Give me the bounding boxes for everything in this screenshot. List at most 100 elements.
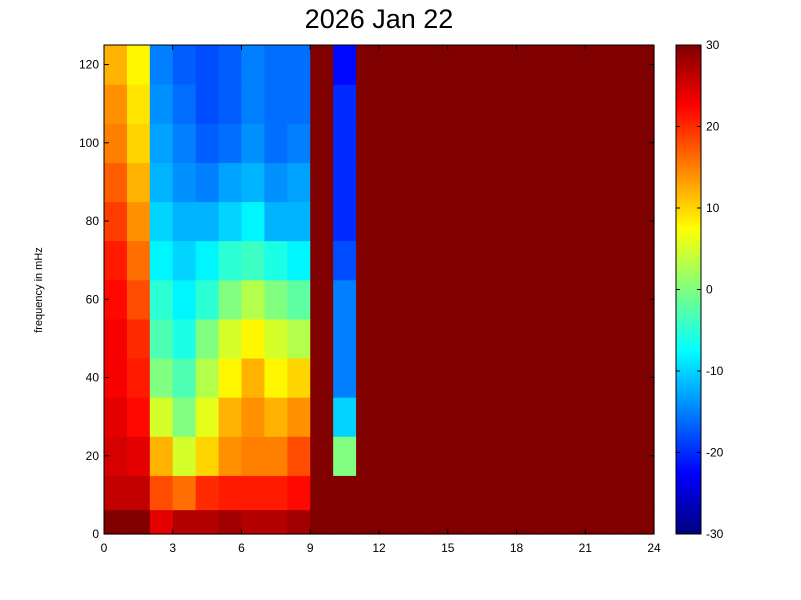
- heatmap-cell: [401, 357, 426, 398]
- heatmap-cell: [539, 162, 563, 203]
- heatmap-cell: [126, 240, 151, 281]
- heatmap-cell: [218, 201, 243, 242]
- heatmap-cell: [447, 357, 472, 398]
- heatmap-cell: [631, 201, 655, 242]
- heatmap-cell: [539, 357, 563, 398]
- heatmap-cell: [126, 357, 151, 398]
- heatmap-cell: [585, 397, 609, 437]
- heatmap-cell: [195, 45, 220, 85]
- heatmap-cell: [562, 279, 586, 320]
- heatmap-cell: [149, 436, 174, 476]
- colorbar-tick-label: 10: [706, 201, 720, 215]
- heatmap-cell: [149, 357, 174, 398]
- heatmap-cell: [264, 240, 288, 281]
- heatmap-cell: [195, 397, 220, 437]
- heatmap-cell: [516, 240, 541, 281]
- heatmap-cell: [379, 201, 403, 242]
- heatmap-cell: [401, 475, 426, 511]
- heatmap-cell: [516, 84, 541, 124]
- heatmap-cell: [562, 397, 586, 437]
- heatmap-cell: [470, 279, 495, 320]
- heatmap-cell: [172, 279, 197, 320]
- heatmap-cell: [195, 84, 220, 124]
- heatmap-cell: [424, 357, 449, 398]
- heatmap-cell: [149, 397, 174, 437]
- heatmap-cell: [470, 357, 495, 398]
- heatmap-cell: [310, 475, 334, 511]
- heatmap-cell: [562, 240, 586, 281]
- heatmap-cell: [264, 123, 288, 163]
- heatmap-cell: [218, 162, 243, 203]
- heatmap-cell: [585, 201, 609, 242]
- y-tick-label: 40: [86, 371, 100, 385]
- heatmap-cell: [310, 397, 334, 437]
- heatmap-cell: [264, 397, 288, 437]
- heatmap-cell: [104, 201, 128, 242]
- heatmap-cell: [195, 357, 220, 398]
- heatmap-cell: [470, 45, 495, 85]
- heatmap-cell: [608, 45, 632, 85]
- heatmap-cell: [585, 84, 609, 124]
- heatmap-cell: [264, 475, 288, 511]
- heatmap-cell: [241, 318, 266, 359]
- heatmap-cell: [470, 201, 495, 242]
- heatmap-cell: [631, 318, 655, 359]
- heatmap-cell: [631, 397, 655, 437]
- heatmap-cell: [470, 318, 495, 359]
- heatmap-cell: [470, 509, 495, 535]
- heatmap-cell: [424, 201, 449, 242]
- heatmap-cell: [104, 162, 128, 203]
- heatmap-cell: [470, 436, 495, 476]
- heatmap-cell: [241, 84, 266, 124]
- heatmap-cell: [195, 240, 220, 281]
- heatmap-cell: [241, 357, 266, 398]
- heatmap-cell: [287, 357, 311, 398]
- heatmap-cell: [401, 45, 426, 85]
- heatmap-cell: [493, 397, 518, 437]
- heatmap-cell: [379, 123, 403, 163]
- heatmap-cell: [356, 475, 380, 511]
- heatmap-cell: [424, 45, 449, 85]
- heatmap-cell: [172, 436, 197, 476]
- heatmap-cell: [126, 45, 151, 85]
- heatmap-cell: [264, 357, 288, 398]
- heatmap-cell: [104, 397, 128, 437]
- heatmap-cell: [264, 162, 288, 203]
- colorbar: [675, 44, 702, 535]
- heatmap-cell: [195, 436, 220, 476]
- heatmap-cell: [379, 475, 403, 511]
- heatmap-cell: [149, 240, 174, 281]
- heatmap-cell: [608, 201, 632, 242]
- heatmap-cell: [539, 509, 563, 535]
- heatmap-cell: [562, 45, 586, 85]
- heatmap-cell: [241, 162, 266, 203]
- heatmap-cell: [172, 45, 197, 85]
- heatmap-cell: [195, 318, 220, 359]
- heatmap-cell: [310, 162, 334, 203]
- heatmap-cell: [287, 45, 311, 85]
- heatmap-cell: [401, 318, 426, 359]
- heatmap-cell: [562, 201, 586, 242]
- heatmap-cell: [195, 162, 220, 203]
- heatmap-cell: [608, 318, 632, 359]
- heatmap-cell: [493, 84, 518, 124]
- heatmap-cell: [310, 84, 334, 124]
- heatmap-cell: [516, 397, 541, 437]
- heatmap-cell: [562, 123, 586, 163]
- heatmap-cell: [218, 123, 243, 163]
- heatmap-cell: [287, 201, 311, 242]
- heatmap-cell: [310, 123, 334, 163]
- heatmap-cell: [333, 318, 357, 359]
- heatmap-cell: [310, 436, 334, 476]
- heatmap-cell: [287, 240, 311, 281]
- heatmap-cell: [218, 279, 243, 320]
- heatmap-cell: [126, 123, 151, 163]
- heatmap-cell: [608, 475, 632, 511]
- heatmap-cell: [356, 201, 380, 242]
- heatmap-cell: [447, 509, 472, 535]
- heatmap-cell: [585, 162, 609, 203]
- heatmap-cell: [379, 162, 403, 203]
- heatmap-cell: [516, 45, 541, 85]
- heatmap-cell: [379, 509, 403, 535]
